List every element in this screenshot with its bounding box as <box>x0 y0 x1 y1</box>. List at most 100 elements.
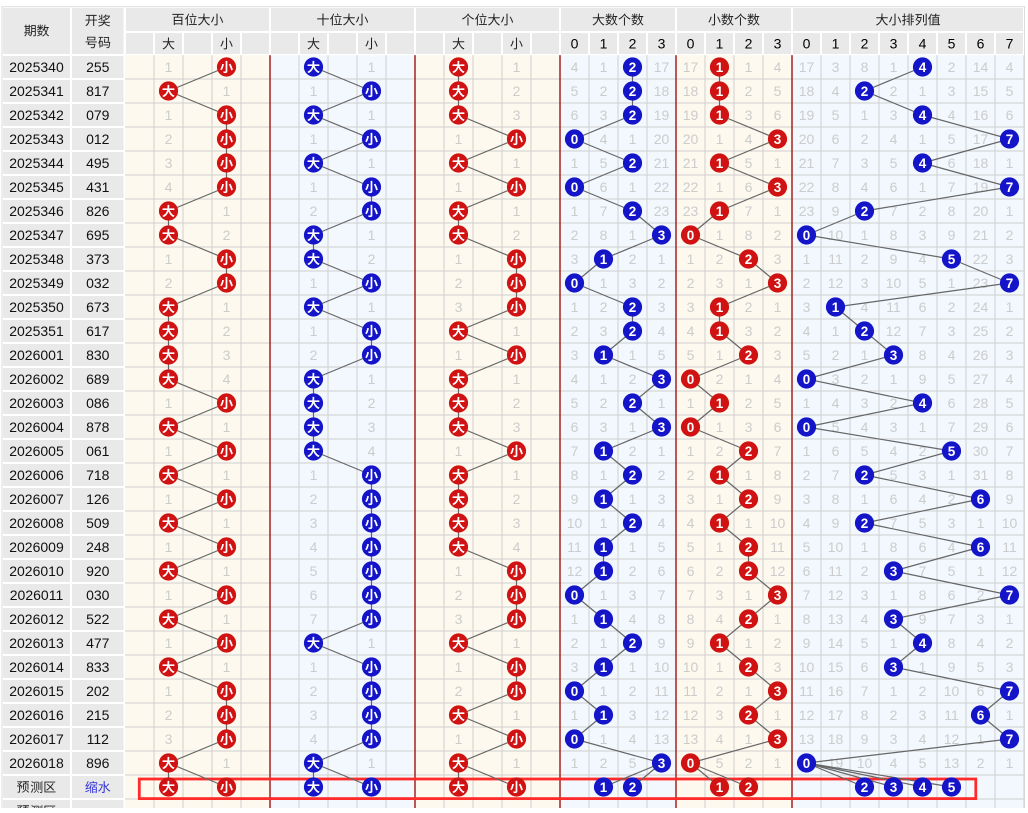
svg-text:1: 1 <box>600 252 608 267</box>
svg-text:4: 4 <box>861 419 869 435</box>
svg-text:032: 032 <box>86 275 110 291</box>
svg-text:3: 3 <box>687 491 695 507</box>
svg-text:0: 0 <box>571 588 579 603</box>
svg-text:112: 112 <box>87 731 110 747</box>
svg-text:6: 6 <box>977 492 985 507</box>
svg-text:2026012: 2026012 <box>9 611 64 627</box>
svg-text:2: 2 <box>803 467 811 483</box>
svg-text:5: 5 <box>1006 83 1014 99</box>
svg-text:1: 1 <box>803 443 811 459</box>
svg-text:1: 1 <box>745 731 753 747</box>
svg-text:6: 6 <box>745 179 753 195</box>
svg-text:3: 3 <box>629 587 637 603</box>
svg-text:8: 8 <box>658 611 666 627</box>
svg-text:1: 1 <box>774 155 782 171</box>
svg-text:1: 1 <box>890 683 898 699</box>
svg-text:1: 1 <box>716 516 724 531</box>
svg-text:1: 1 <box>629 539 637 555</box>
svg-text:1: 1 <box>948 275 956 291</box>
svg-text:522: 522 <box>86 611 110 627</box>
svg-text:1: 1 <box>223 83 231 99</box>
svg-text:6: 6 <box>832 131 840 147</box>
svg-text:4: 4 <box>948 539 956 555</box>
svg-text:2025343: 2025343 <box>9 131 64 147</box>
svg-text:10: 10 <box>828 539 844 555</box>
svg-text:2: 2 <box>455 275 463 291</box>
svg-text:7: 7 <box>890 203 898 219</box>
svg-text:2: 2 <box>774 323 782 339</box>
svg-text:21: 21 <box>683 155 699 171</box>
svg-text:16: 16 <box>973 107 989 123</box>
svg-text:1: 1 <box>600 371 608 387</box>
svg-text:1: 1 <box>745 515 753 531</box>
svg-text:202: 202 <box>86 683 110 699</box>
svg-text:3: 3 <box>890 348 898 363</box>
svg-text:1: 1 <box>368 227 376 243</box>
svg-text:17: 17 <box>973 131 989 147</box>
svg-text:2026009: 2026009 <box>9 539 64 555</box>
svg-text:8: 8 <box>919 347 927 363</box>
svg-text:17: 17 <box>654 59 670 75</box>
svg-text:26: 26 <box>973 347 989 363</box>
svg-text:9: 9 <box>832 203 840 219</box>
svg-text:14: 14 <box>973 59 989 75</box>
svg-text:9: 9 <box>803 635 811 651</box>
svg-text:5: 5 <box>977 659 985 675</box>
svg-text:1: 1 <box>774 755 782 771</box>
svg-text:1: 1 <box>513 467 521 483</box>
svg-text:1: 1 <box>687 443 695 459</box>
svg-text:2: 2 <box>745 755 753 771</box>
svg-text:1: 1 <box>600 731 608 747</box>
svg-text:15: 15 <box>828 659 844 675</box>
svg-text:4: 4 <box>890 443 898 459</box>
svg-text:2: 2 <box>165 707 173 723</box>
svg-text:7: 7 <box>832 467 840 483</box>
svg-text:1: 1 <box>716 324 724 339</box>
svg-text:0: 0 <box>803 420 811 435</box>
svg-text:896: 896 <box>86 755 110 771</box>
svg-text:2026013: 2026013 <box>9 635 64 651</box>
svg-text:3: 3 <box>890 36 898 52</box>
svg-text:2026006: 2026006 <box>9 467 64 483</box>
svg-text:3: 3 <box>600 323 608 339</box>
svg-text:1: 1 <box>1006 155 1014 171</box>
svg-text:2: 2 <box>629 443 637 459</box>
svg-text:10: 10 <box>567 515 583 531</box>
svg-text:2026004: 2026004 <box>9 419 64 435</box>
svg-text:8: 8 <box>919 587 927 603</box>
svg-text:2: 2 <box>861 84 869 99</box>
svg-text:2: 2 <box>861 780 869 795</box>
svg-text:2: 2 <box>571 635 579 651</box>
svg-text:22: 22 <box>799 179 815 195</box>
svg-text:1: 1 <box>223 515 231 531</box>
svg-text:012: 012 <box>86 131 110 147</box>
svg-text:1: 1 <box>629 347 637 363</box>
svg-text:8: 8 <box>890 539 898 555</box>
svg-text:1: 1 <box>310 659 318 675</box>
svg-text:1: 1 <box>600 348 608 363</box>
svg-text:7: 7 <box>600 203 608 219</box>
svg-text:2: 2 <box>600 83 608 99</box>
svg-text:2025342: 2025342 <box>9 107 64 123</box>
svg-text:3: 3 <box>1006 659 1014 675</box>
svg-text:3: 3 <box>745 419 753 435</box>
svg-text:12: 12 <box>770 563 786 579</box>
svg-text:2: 2 <box>745 299 753 315</box>
svg-text:1: 1 <box>745 371 753 387</box>
svg-text:1: 1 <box>513 155 521 171</box>
svg-text:1: 1 <box>600 612 608 627</box>
svg-text:7: 7 <box>919 323 927 339</box>
svg-text:3: 3 <box>745 107 753 123</box>
svg-text:10: 10 <box>1002 515 1018 531</box>
svg-text:1: 1 <box>600 564 608 579</box>
svg-text:6: 6 <box>919 539 927 555</box>
svg-text:2: 2 <box>600 755 608 771</box>
svg-text:2: 2 <box>455 587 463 603</box>
svg-text:8: 8 <box>745 227 753 243</box>
svg-text:6: 6 <box>948 155 956 171</box>
svg-text:17: 17 <box>828 707 844 723</box>
svg-text:2: 2 <box>455 683 463 699</box>
svg-text:7: 7 <box>1006 180 1014 195</box>
svg-text:4: 4 <box>571 59 579 75</box>
svg-text:920: 920 <box>86 563 110 579</box>
